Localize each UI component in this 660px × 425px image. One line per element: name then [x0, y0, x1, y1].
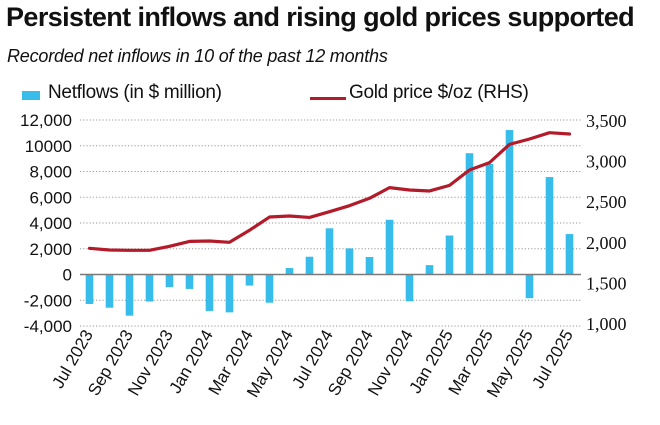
legend-netflows-label: Netflows (in $ million)	[48, 82, 222, 103]
netflow-bar	[545, 177, 554, 275]
netflow-bar	[505, 130, 514, 275]
right-tick-label: 1,500	[586, 273, 627, 293]
right-tick-label: 3,000	[586, 152, 627, 172]
netflow-bar	[165, 274, 174, 288]
netflow-bar	[245, 274, 254, 286]
netflow-bar	[465, 153, 474, 275]
chart-subtitle: Recorded net inflows in 10 of the past 1…	[7, 46, 388, 66]
netflow-bars	[85, 130, 574, 316]
right-axis-ticks: 3,500 3,000 2,500 2,000 1,500 1,000	[586, 111, 627, 334]
left-tick-label: 2,000	[29, 240, 72, 259]
legend-line-swatch	[310, 97, 346, 100]
legend-bar-swatch	[22, 91, 40, 100]
netflow-bar	[145, 274, 154, 302]
netflow-bar	[325, 228, 334, 275]
netflow-bar	[485, 163, 494, 275]
left-axis-ticks: 12,000 10000 8,000 6,000 4,000 2,000 0 -2,000 -4…	[20, 111, 72, 336]
netflow-bar	[85, 274, 94, 304]
netflow-bar	[205, 274, 214, 311]
gold-price-line	[87, 131, 572, 252]
netflow-bar	[305, 256, 314, 275]
netflow-bar	[445, 235, 454, 275]
left-tick-label: 12,000	[20, 111, 72, 130]
legend-gold-label: Gold price $/oz (RHS)	[349, 82, 529, 103]
right-tick-label: 2,500	[586, 192, 627, 212]
right-tick-label: 3,500	[586, 111, 627, 131]
netflow-bar	[365, 256, 374, 275]
netflow-bar	[345, 248, 354, 275]
gold-price-series	[87, 131, 572, 252]
netflow-bar	[425, 265, 434, 275]
right-tick-label: 2,000	[586, 233, 627, 253]
netflow-bar	[185, 274, 194, 289]
right-tick-label: 1,000	[586, 314, 627, 334]
netflow-bar	[405, 274, 414, 302]
left-tick-label: -4,000	[24, 317, 72, 336]
left-tick-label: 4,000	[29, 214, 72, 233]
netflow-bar	[125, 274, 134, 316]
netflow-bar	[285, 268, 294, 275]
left-tick-label: 10000	[25, 137, 72, 156]
netflow-bar	[265, 274, 274, 303]
chart-title: Persistent inflows and rising gold price…	[6, 2, 635, 32]
netflow-bar	[225, 274, 234, 313]
netflow-bar	[525, 274, 534, 299]
netflow-bar	[105, 274, 114, 308]
netflow-bar	[565, 234, 574, 275]
left-tick-label: 0	[63, 266, 72, 285]
left-tick-label: 6,000	[29, 188, 72, 207]
netflow-bar	[385, 219, 394, 275]
left-tick-label: 8,000	[29, 163, 72, 182]
left-tick-label: -2,000	[24, 291, 72, 310]
